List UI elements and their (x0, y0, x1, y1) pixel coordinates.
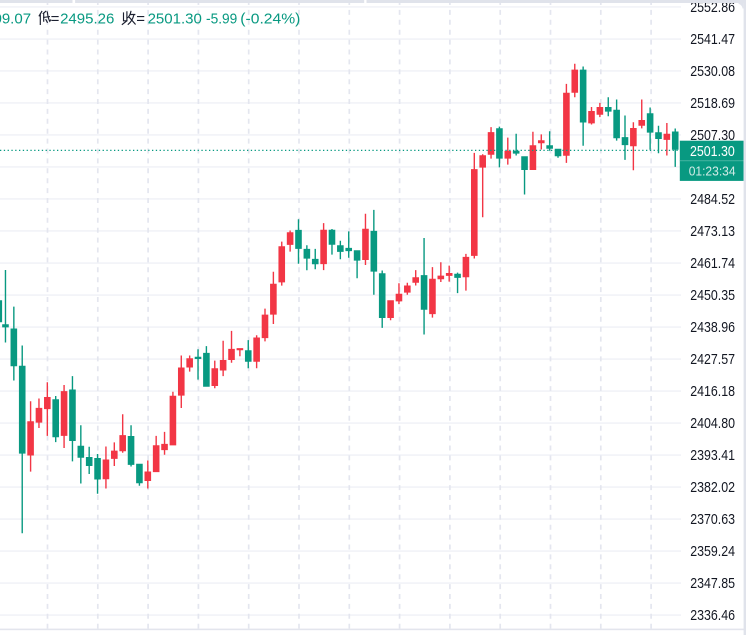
svg-text:2404.80: 2404.80 (690, 415, 735, 432)
svg-text:=: = (51, 10, 60, 27)
svg-text:2552.86: 2552.86 (690, 0, 735, 16)
svg-text:=: = (136, 10, 145, 27)
svg-text:2473.13: 2473.13 (690, 223, 735, 240)
svg-text:2530.08: 2530.08 (690, 63, 735, 80)
svg-text:2382.02: 2382.02 (690, 479, 735, 496)
svg-text:2393.41: 2393.41 (690, 447, 735, 464)
svg-text:2359.24: 2359.24 (690, 543, 735, 560)
svg-text:2484.52: 2484.52 (690, 191, 735, 208)
svg-text:2336.46: 2336.46 (690, 607, 735, 624)
svg-text:2495.26: 2495.26 (60, 10, 114, 27)
svg-text:2347.85: 2347.85 (690, 575, 735, 592)
svg-text:01:23:34: 01:23:34 (689, 164, 736, 179)
svg-text:2416.18: 2416.18 (690, 383, 735, 400)
svg-text:2438.96: 2438.96 (690, 319, 735, 336)
svg-text:2501.30: 2501.30 (690, 143, 735, 160)
svg-text:2541.47: 2541.47 (690, 31, 735, 48)
svg-text:2450.35: 2450.35 (690, 287, 735, 304)
svg-text:2370.63: 2370.63 (690, 511, 735, 528)
svg-text:2501.30: 2501.30 (148, 10, 202, 27)
svg-text:(-0.24%): (-0.24%) (240, 10, 300, 27)
svg-text:2518.69: 2518.69 (690, 95, 735, 112)
svg-text:09.07: 09.07 (0, 10, 31, 27)
svg-text:-5.99: -5.99 (206, 10, 237, 27)
svg-text:2507.30: 2507.30 (690, 127, 735, 144)
svg-text:2461.74: 2461.74 (690, 255, 735, 272)
svg-text:2427.57: 2427.57 (690, 351, 735, 368)
